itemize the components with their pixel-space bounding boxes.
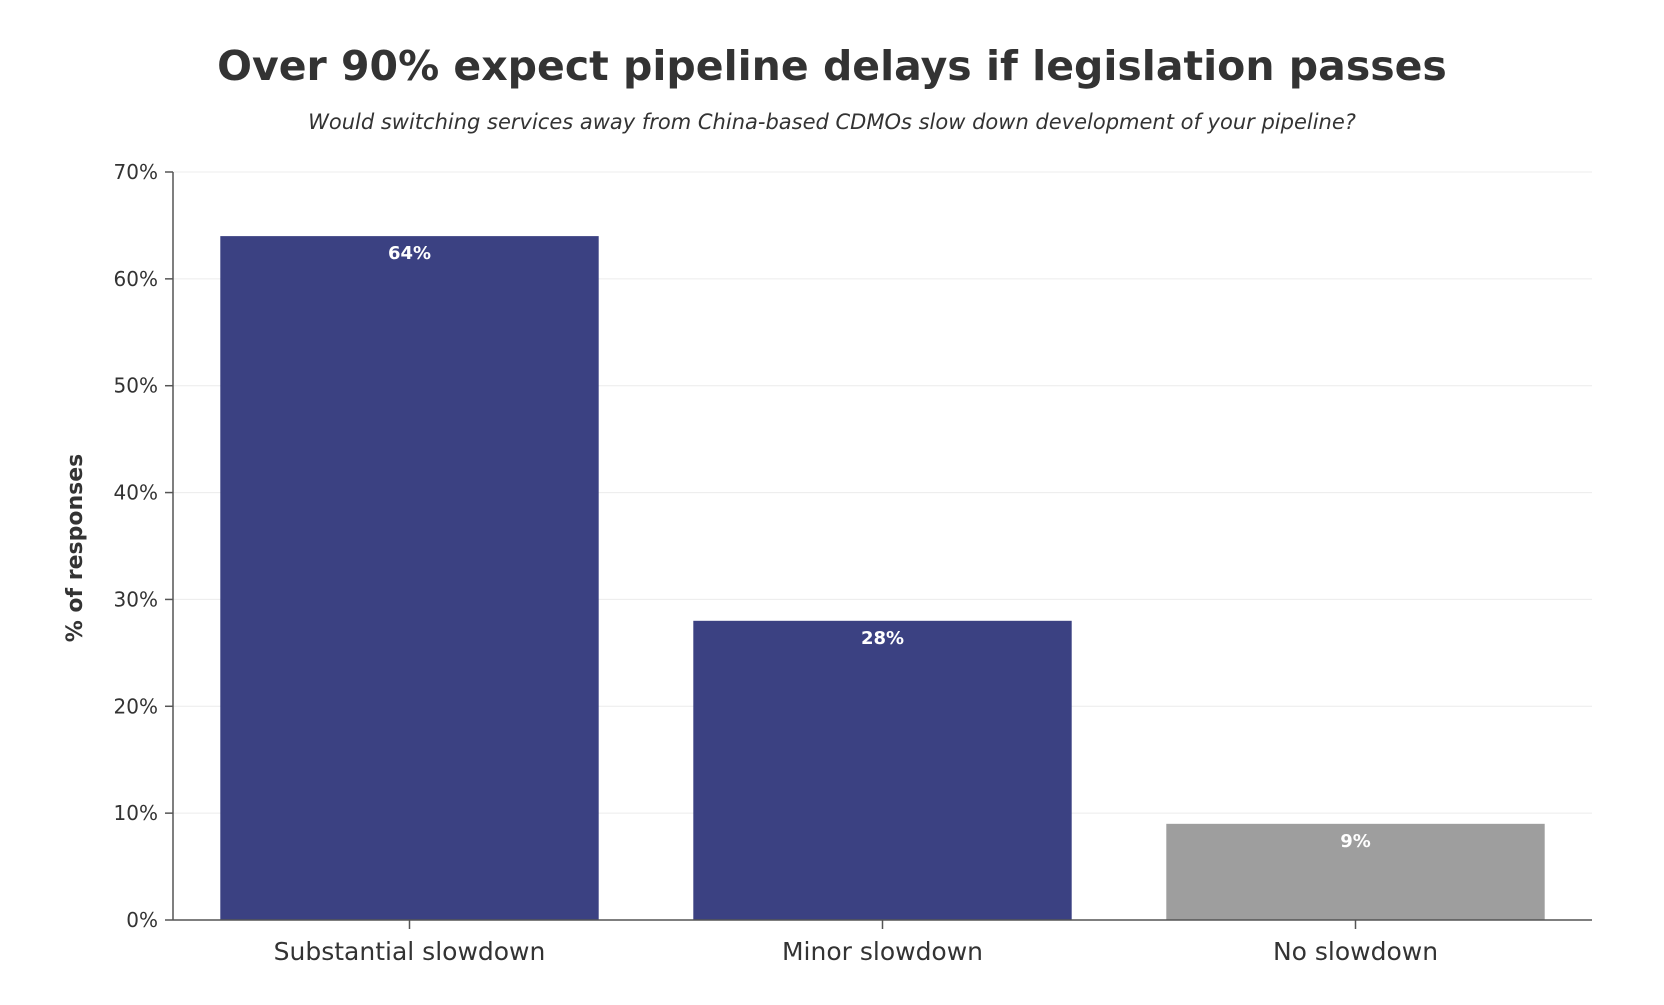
data-label: 64%: [388, 243, 431, 264]
chart-title: Over 90% expect pipeline delays if legis…: [217, 42, 1447, 90]
y-tick-label: 40%: [114, 481, 158, 505]
y-tick-label: 20%: [114, 694, 158, 718]
data-label: 9%: [1340, 831, 1371, 852]
bar: [1166, 823, 1545, 920]
y-tick-label: 50%: [114, 374, 158, 398]
x-tick-label: No slowdown: [1273, 937, 1438, 966]
y-tick-label: 10%: [114, 801, 158, 825]
x-axis-ticks: Substantial slowdown Minor slowdown No slo…: [274, 920, 1438, 966]
x-tick-label: Minor slowdown: [782, 937, 983, 966]
y-tick-label: 30%: [114, 587, 158, 611]
bars: 64% 28% 9%: [220, 236, 1545, 921]
y-axis-title: % of responses: [63, 454, 88, 643]
bar: [693, 620, 1072, 920]
y-tick-label: 60%: [114, 267, 158, 291]
bar: [220, 236, 599, 921]
x-tick-label: Substantial slowdown: [274, 937, 546, 966]
y-axis-ticks: 0% 10% 20% 30% 40% 50% 60% 70%: [114, 160, 173, 932]
y-tick-label: 70%: [114, 160, 158, 184]
y-tick-label: 0%: [126, 908, 158, 932]
chart-subtitle: Would switching services away from China…: [308, 110, 1356, 134]
data-label: 28%: [861, 628, 904, 649]
